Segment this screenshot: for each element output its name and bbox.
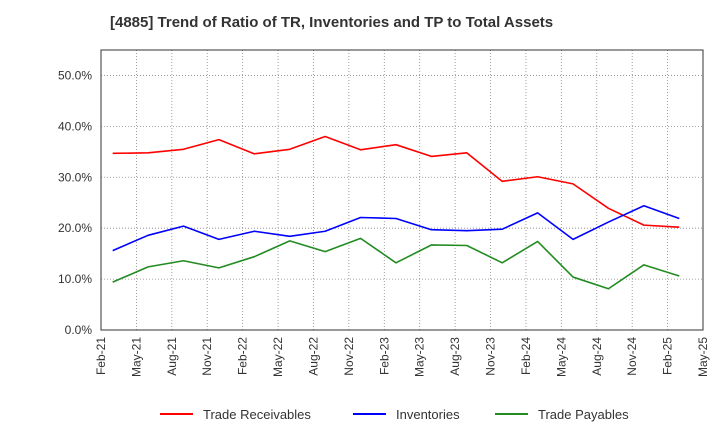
y-tick-label: 0.0%	[65, 323, 93, 337]
x-tick-label: Feb-23	[377, 337, 391, 375]
plot-frame	[100, 49, 704, 331]
x-tick-label: Feb-21	[94, 337, 108, 375]
x-tick-label: Aug-23	[448, 337, 462, 376]
x-tick-label: Aug-21	[165, 337, 179, 376]
series-line-trade-receivables	[112, 135, 680, 228]
x-tick-label: May-24	[554, 337, 568, 377]
x-tick-label: Aug-24	[590, 337, 604, 376]
x-tick-label: Nov-23	[484, 337, 498, 376]
x-tick-label: Nov-22	[342, 337, 356, 376]
legend-label: Inventories	[396, 407, 460, 422]
y-tick-label: 30.0%	[58, 170, 92, 184]
y-tick-label: 50.0%	[58, 68, 92, 82]
series-line-trade-payables	[112, 237, 680, 290]
x-tick-label: May-22	[271, 337, 285, 377]
x-tick-label: Nov-21	[200, 337, 214, 376]
y-tick-label: 10.0%	[58, 272, 92, 286]
x-tick-label: May-25	[696, 337, 710, 377]
y-tick-label: 20.0%	[58, 221, 92, 235]
chart-title: [4885] Trend of Ratio of TR, Inventories…	[110, 14, 554, 31]
x-tick-label: Feb-24	[519, 337, 533, 375]
y-tick-label: 40.0%	[58, 119, 92, 133]
x-tick-label: May-23	[413, 337, 427, 377]
legend-label: Trade Receivables	[203, 407, 311, 422]
plot-area	[101, 50, 703, 330]
x-tick-label: Feb-25	[661, 337, 675, 375]
x-tick-label: Nov-24	[625, 337, 639, 376]
x-tick-label: Aug-22	[306, 337, 320, 376]
series-line-inventories	[112, 204, 680, 252]
x-tick-label: May-21	[129, 337, 143, 377]
x-tick-label: Feb-22	[236, 337, 250, 375]
legend-label: Trade Payables	[538, 407, 629, 422]
